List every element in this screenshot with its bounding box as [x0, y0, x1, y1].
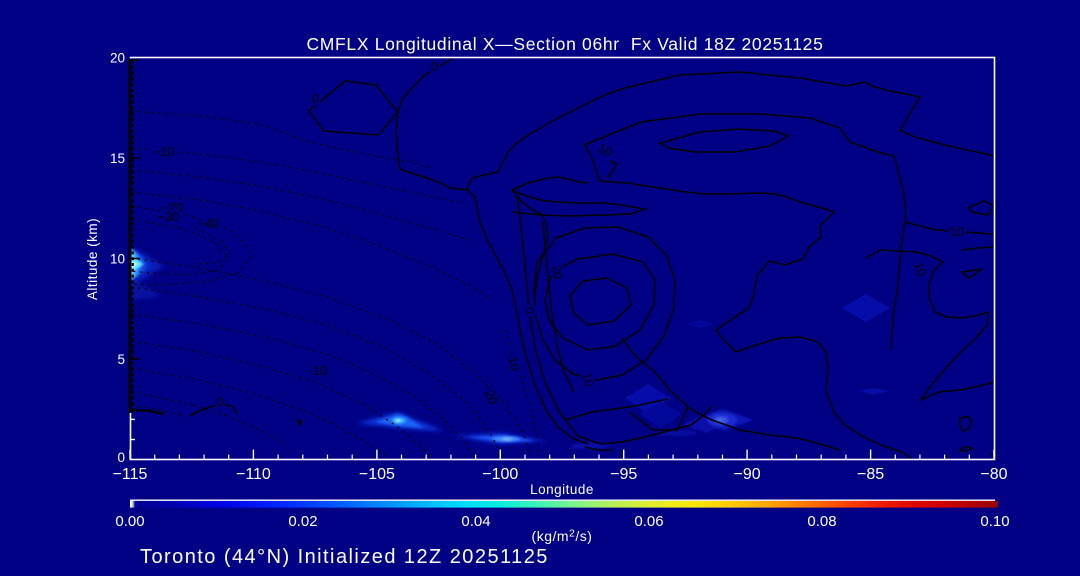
svg-text:0.00: 0.00 — [115, 513, 144, 530]
svg-text:0.08: 0.08 — [807, 513, 836, 530]
svg-text:−115: −115 — [113, 466, 148, 483]
svg-text:10: 10 — [110, 251, 125, 266]
svg-text:−95: −95 — [610, 466, 637, 483]
svg-text:0.06: 0.06 — [634, 513, 663, 530]
svg-text:15: 15 — [110, 151, 125, 166]
svg-text:CMFLX Longitudinal X—Section 0: CMFLX Longitudinal X—Section 06hr Fx Val… — [306, 34, 823, 54]
svg-text:−10: −10 — [306, 364, 327, 378]
svg-text:−80: −80 — [980, 466, 1007, 483]
svg-text:−110: −110 — [236, 466, 271, 483]
svg-text:0.10: 0.10 — [980, 513, 1009, 530]
svg-text:10: 10 — [579, 371, 596, 388]
svg-text:5: 5 — [117, 352, 125, 367]
svg-text:(kg/m2/s): (kg/m2/s) — [532, 528, 593, 545]
svg-text:20: 20 — [549, 264, 565, 280]
svg-text:Altitude (km): Altitude (km) — [85, 218, 100, 300]
svg-text:20: 20 — [110, 50, 125, 65]
svg-text:−85: −85 — [857, 466, 884, 483]
svg-text:−20: −20 — [162, 201, 183, 215]
svg-text:Longitude: Longitude — [530, 482, 594, 497]
svg-text:0: 0 — [431, 60, 438, 74]
svg-text:0.02: 0.02 — [288, 513, 317, 530]
svg-text:0.04: 0.04 — [461, 513, 490, 530]
svg-text:−10: −10 — [153, 145, 174, 159]
svg-text:−90: −90 — [734, 466, 761, 483]
svg-text:−100: −100 — [482, 466, 518, 483]
svg-text:−40: −40 — [198, 217, 219, 231]
svg-text:−105: −105 — [359, 466, 395, 483]
svg-text:Toronto (44°N) Initialized 12Z: Toronto (44°N) Initialized 12Z 20251125 — [140, 546, 549, 568]
svg-text:0: 0 — [217, 395, 224, 409]
svg-text:0: 0 — [312, 92, 319, 106]
svg-text:−30: −30 — [158, 210, 179, 224]
svg-text:0: 0 — [117, 450, 125, 465]
svg-text:10: 10 — [950, 225, 964, 239]
